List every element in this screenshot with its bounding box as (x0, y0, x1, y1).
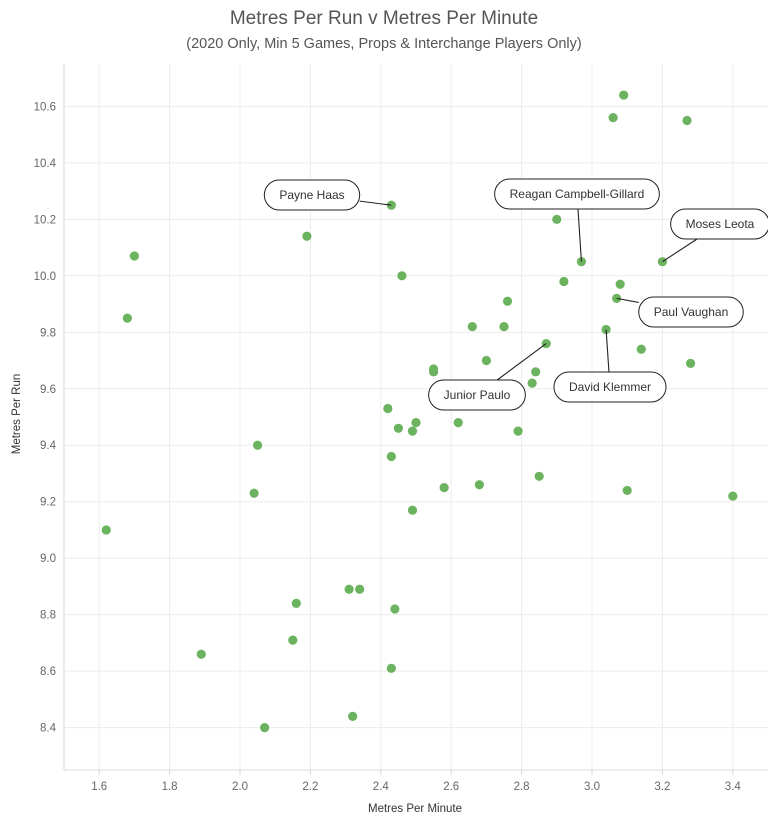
data-point (682, 115, 692, 126)
data-point (393, 423, 403, 433)
annotation-leader-line (616, 297, 639, 303)
y-tick-label: 9.6 (40, 384, 56, 396)
y-tick-label: 9.4 (40, 440, 57, 452)
grid (64, 64, 768, 770)
annotation-leader-line (662, 238, 698, 263)
data-point (513, 426, 523, 436)
x-tick-label: 2.6 (443, 781, 459, 793)
data-point (411, 418, 421, 428)
data-point (615, 279, 625, 289)
data-point (348, 711, 358, 721)
data-point (344, 584, 354, 594)
data-point (355, 584, 365, 594)
y-tick-label: 10.0 (34, 271, 56, 283)
chart-subtitle: (2020 Only, Min 5 Games, Props & Interch… (186, 36, 582, 52)
x-tick-label: 2.0 (232, 781, 248, 793)
data-point (608, 113, 618, 123)
annotation-leader-line (577, 208, 582, 262)
data-point (622, 485, 632, 496)
data-point (253, 440, 263, 450)
y-tick-label: 9.0 (40, 553, 56, 565)
data-point (101, 525, 111, 535)
annotation-box (638, 296, 744, 328)
data-point (397, 271, 407, 281)
annotation-label: Paul Vaughan (654, 305, 729, 319)
data-point (386, 451, 396, 462)
annotation-label: Reagan Campbell-Gillard (510, 187, 645, 201)
data-points (101, 90, 738, 733)
annotation-box (494, 178, 660, 210)
data-point (439, 483, 449, 493)
x-tick-label: 2.8 (514, 781, 530, 793)
data-point (534, 471, 544, 481)
data-point (407, 505, 418, 515)
data-point (559, 276, 569, 287)
data-point (129, 251, 139, 261)
data-point (481, 355, 491, 366)
y-tick-label: 8.4 (40, 723, 57, 735)
x-tick-label: 3.2 (654, 781, 670, 793)
x-axis-title: Metres Per Minute (368, 803, 462, 815)
chart-title: Metres Per Run v Metres Per Minute (229, 8, 539, 29)
annotation-leader-line (359, 200, 392, 206)
data-point (302, 231, 312, 241)
y-tick-label: 8.8 (40, 610, 56, 622)
x-tick-label: 3.0 (584, 781, 600, 793)
data-point (552, 214, 562, 224)
y-tick-label: 9.8 (40, 327, 56, 339)
y-tick-label: 9.2 (40, 497, 56, 509)
y-tick-label: 8.6 (40, 666, 56, 678)
x-tick-label: 2.2 (302, 781, 318, 793)
data-point (383, 403, 393, 414)
annotation-box (553, 371, 667, 403)
x-tick-label: 3.4 (725, 781, 742, 793)
y-tick-label: 10.4 (34, 158, 57, 170)
data-point (386, 663, 396, 673)
data-point (636, 344, 646, 354)
data-point (249, 488, 259, 498)
data-point (499, 322, 509, 332)
y-axis-title: Metres Per Run (11, 374, 23, 455)
data-point (288, 635, 298, 645)
data-point (196, 649, 206, 659)
x-tick-label: 2.4 (373, 781, 390, 793)
axes: Metres Per Minute Metres Per Run 1.6 1.8 2… (11, 64, 768, 815)
data-point (260, 723, 270, 733)
data-point (453, 418, 463, 428)
annotation-leader-line (496, 343, 547, 381)
data-point (122, 313, 132, 323)
data-point (527, 378, 537, 388)
data-point (390, 604, 400, 614)
x-tick-label: 1.6 (91, 781, 107, 793)
annotations: Payne Haas Reagan Campbell-Gillard Moses L… (263, 178, 768, 411)
y-tick-label: 10.6 (34, 101, 56, 113)
annotation-box (428, 379, 526, 411)
annotation-label: Moses Leota (686, 217, 755, 231)
annotation-label: David Klemmer (569, 380, 651, 394)
data-point (531, 367, 541, 377)
data-point (429, 367, 439, 377)
data-point (685, 358, 696, 368)
annotation-box (670, 208, 768, 240)
data-point (619, 90, 629, 100)
data-point (728, 491, 738, 501)
data-point (502, 296, 513, 306)
annotation-label: Junior Paulo (444, 388, 511, 402)
data-point (467, 322, 477, 332)
data-point (576, 257, 587, 267)
data-point (407, 426, 418, 436)
y-tick-label: 10.2 (34, 214, 56, 226)
annotation-box (263, 179, 361, 211)
data-point (474, 480, 484, 490)
annotation-leader-line (605, 329, 610, 373)
x-tick-label: 1.8 (162, 781, 178, 793)
data-point (291, 598, 301, 608)
annotation-label: Payne Haas (279, 188, 344, 202)
